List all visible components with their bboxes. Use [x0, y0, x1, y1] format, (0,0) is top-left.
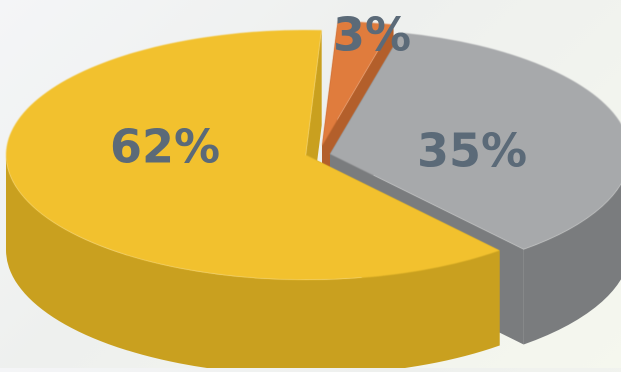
- slice-side: [6, 155, 500, 372]
- slice-percent-label: 35%: [417, 124, 527, 178]
- pie-slice: [330, 32, 621, 250]
- slice-tops: [6, 21, 621, 281]
- pie-slice: [322, 21, 394, 146]
- slice-labels: 3% 35% 62%: [110, 8, 527, 178]
- slice-percent-label: 62%: [110, 120, 220, 174]
- pie-slice: [6, 30, 500, 281]
- slice-side: [523, 184, 621, 345]
- slice-percent-label: 3%: [333, 8, 411, 62]
